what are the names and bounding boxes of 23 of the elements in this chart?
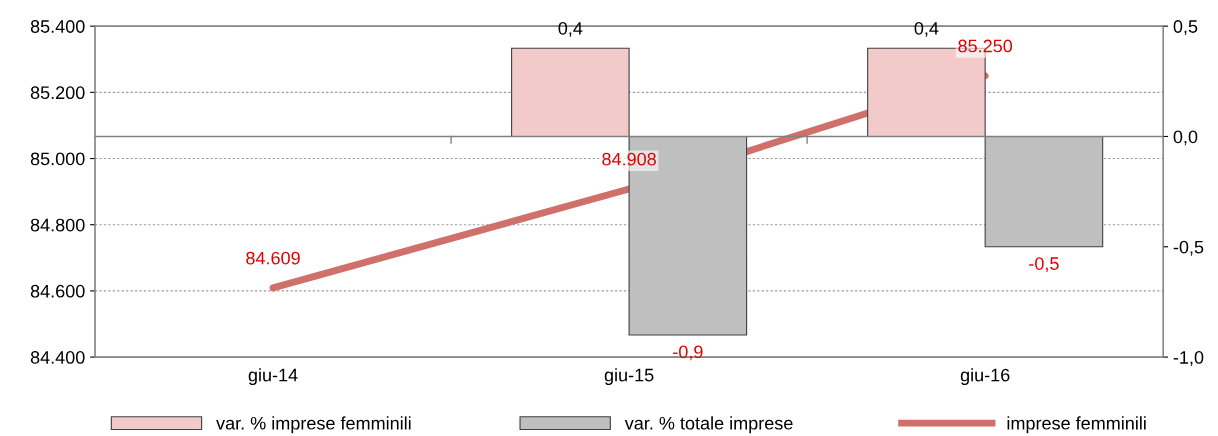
y2-tick-label: 0,5 (1173, 20, 1198, 36)
y-tick-label: 84.600 (30, 284, 85, 298)
data-label: -0,9 (673, 345, 703, 361)
data-label: 84.908 (602, 152, 656, 166)
legend-label: var. % imprese femminili (216, 416, 411, 434)
x-tick-label: giu-16 (960, 368, 1010, 386)
legend-label: var. % totale imprese (624, 416, 793, 434)
data-label: 0,4 (914, 21, 939, 37)
y-tick-label: 85.200 (30, 86, 85, 100)
y2-tick-label: -0,5 (1173, 240, 1204, 256)
x-tick-label: giu-15 (604, 368, 654, 386)
y-tick-label: 84.400 (30, 351, 85, 364)
legend-label: imprese femminili (1007, 416, 1146, 434)
data-label: -0,5 (1029, 257, 1059, 273)
data-label: 0,4 (558, 21, 583, 37)
y-tick-label: 85.000 (30, 152, 85, 166)
y-tick-label: 84.800 (30, 218, 85, 232)
data-label: 84.609 (246, 251, 300, 265)
y-tick-label: 85.400 (30, 20, 85, 33)
data-label: 85.250 (958, 39, 1013, 53)
y2-tick-label: -1,0 (1173, 351, 1204, 366)
x-tick-label: giu-14 (248, 368, 298, 386)
y2-tick-label: 0,0 (1173, 130, 1198, 146)
